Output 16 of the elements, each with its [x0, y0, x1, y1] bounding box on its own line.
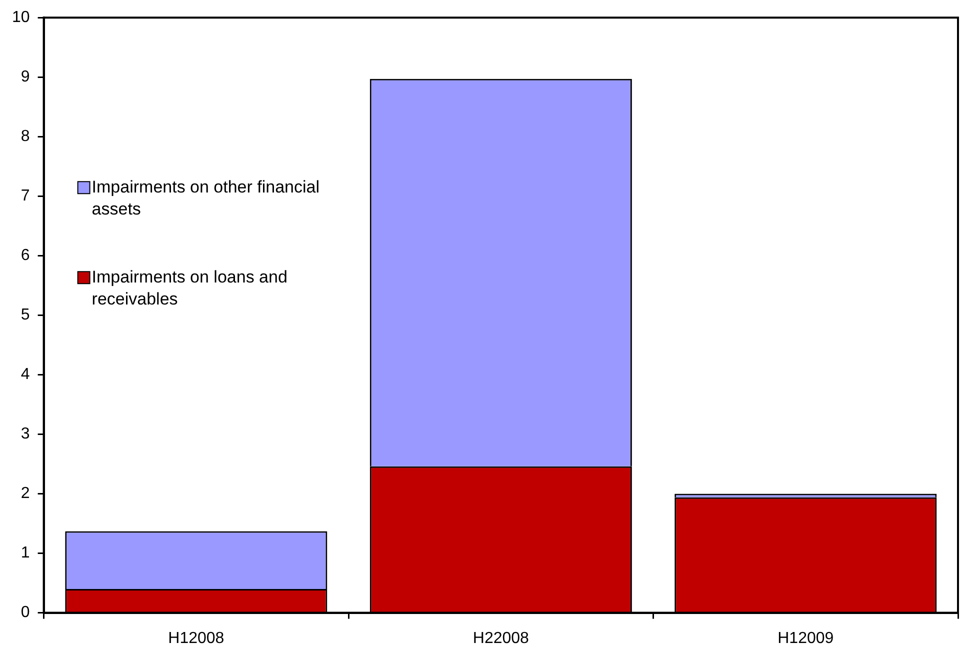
- y-tick-label: 10: [12, 9, 30, 26]
- y-tick-label: 2: [20, 485, 30, 502]
- x-tick-label: H22008: [472, 630, 530, 647]
- y-tick-label: 4: [20, 366, 30, 384]
- y-tick-label: 5: [20, 306, 30, 324]
- y-tick-label: 0: [20, 604, 30, 622]
- x-tick-label: H12008: [168, 630, 224, 647]
- y-tick-label: 9: [20, 68, 30, 86]
- y-tick-label: 1: [20, 544, 30, 562]
- y-tick-label: 3: [20, 426, 30, 443]
- legend-label: Impairments on other financial assets: [92, 177, 320, 218]
- y-tick-label: 7: [20, 188, 30, 205]
- legend-label: Impairments on loans and receivables: [92, 267, 288, 308]
- x-tick-label: H12009: [778, 630, 834, 647]
- y-tick-label: 6: [20, 247, 30, 264]
- y-tick-label: 8: [20, 128, 30, 146]
